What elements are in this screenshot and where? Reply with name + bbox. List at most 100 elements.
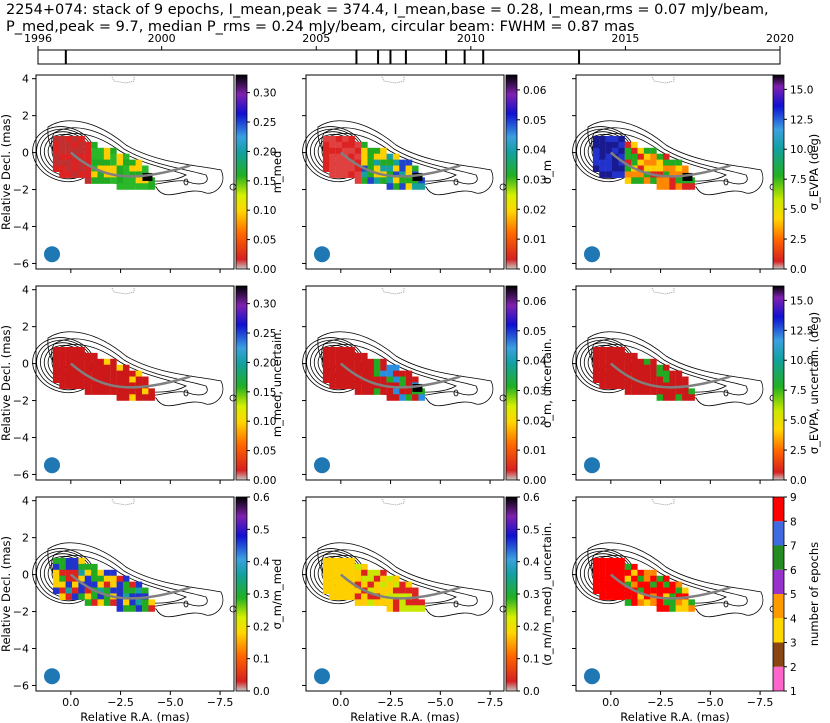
pixel-cell: [599, 147, 606, 155]
pixel-cell: [322, 575, 330, 583]
pixel-cell: [91, 364, 98, 372]
pixel-cell: [605, 135, 613, 143]
title-line-2-text: P_med,peak = 9.7, median P_rms = 0.24 mJ…: [6, 19, 635, 35]
pixel-cell: [592, 575, 600, 583]
pixel-cell: [361, 141, 368, 149]
pixel-cell: [605, 370, 613, 378]
pixel-cell: [335, 364, 343, 372]
pixel-cell: [650, 376, 657, 384]
colorbar-tick-label: 0.20: [253, 146, 276, 158]
pixel-cell: [129, 376, 136, 384]
pixel-cell: [354, 575, 362, 583]
pixel-cell: [329, 153, 336, 161]
panel-sigma_EVPA: [572, 74, 777, 273]
colorbar-frame: [235, 496, 248, 692]
y-tick-label: −4: [13, 432, 29, 445]
pixel-cell: [59, 593, 66, 600]
axes-frame: [305, 496, 505, 692]
pixel-cell: [348, 159, 355, 167]
pixel-cell: [342, 147, 349, 155]
pixel-cell: [592, 364, 600, 372]
pixel-cell: [354, 177, 362, 184]
y-tick-label: −6: [13, 468, 29, 481]
colorbar-tick-label: 0.05: [523, 326, 546, 338]
pixel-cell: [322, 159, 330, 167]
pixel-cell: [65, 147, 73, 155]
pixel-cell: [342, 557, 349, 565]
pixel-cell: [59, 376, 66, 384]
pixel-cell: [650, 370, 657, 378]
pixel-cell: [52, 352, 60, 360]
pixel-cell: [386, 376, 394, 384]
pixel-cell: [662, 394, 670, 401]
pixel-cell: [367, 376, 374, 384]
pixel-cell: [103, 376, 111, 384]
pixel-cell: [72, 563, 79, 571]
pixel-cell: [97, 388, 104, 395]
pixel-cell: [329, 563, 336, 571]
pixel-cell: [675, 370, 683, 378]
pixel-cell: [624, 563, 632, 571]
pixel-cell: [373, 159, 381, 167]
pixel-cell: [605, 593, 613, 600]
pixel-cell: [65, 165, 73, 173]
colorbar-tick-label: 0.15: [253, 176, 276, 188]
pixel-cell: [329, 376, 336, 384]
pixel-cell: [656, 364, 664, 372]
pixel-cell: [122, 159, 130, 167]
pixel-cell: [592, 153, 600, 161]
pixel-cell: [618, 370, 625, 378]
panel-sigma_m_over_m_med: 0.0 −2.5 −5.0 −7.5 4 2 0 −2 −4 −6 Relative Decl. (…: [0, 495, 237, 723]
pixel-cell: [637, 177, 644, 184]
colorbar-gradient: [506, 286, 517, 480]
pixel-cell: [65, 171, 73, 178]
pixel-cell: [348, 364, 355, 372]
pixel-cell: [103, 569, 111, 577]
pixel-cell: [650, 569, 657, 577]
x-axis-label: Relative R.A. (mas): [350, 710, 459, 723]
pixel-cell: [361, 563, 368, 571]
pixel-cell: [612, 376, 619, 384]
pixel-cell: [78, 141, 85, 149]
pixel-cell: [392, 183, 400, 190]
colorbar-tick-label: 0.1: [523, 654, 540, 666]
pixel-cell: [618, 587, 625, 595]
pixel-cell: [592, 569, 600, 577]
pixel-cell: [335, 346, 343, 354]
pixel-cell: [84, 159, 92, 167]
pixel-cell: [599, 382, 606, 389]
pixel-cell: [72, 557, 79, 565]
colorbar-gradient: [236, 75, 247, 269]
pixel-cell: [65, 557, 73, 565]
colorbar-sigma_m: 0.00 0.01 0.02 0.03 0.04 0.05 0.06 σ_m: [505, 74, 554, 276]
pixel-cell: [354, 581, 362, 589]
pixel-cell: [65, 575, 73, 583]
pixel-cell: [110, 153, 117, 161]
pixel-cell: [380, 147, 387, 155]
pixel-cell: [329, 581, 336, 589]
pixel-cell: [367, 382, 374, 389]
pixel-cell: [342, 358, 349, 366]
colorbar-tick-label: 0.02: [523, 415, 546, 427]
pixel-cell: [329, 370, 336, 378]
pixel-cell: [354, 159, 362, 167]
pixel-cell: [335, 141, 343, 149]
pixel-cell: [373, 575, 381, 583]
pixel-cell: [110, 165, 117, 173]
pixel-cell: [605, 569, 613, 577]
pixel-cell: [605, 141, 613, 149]
pixel-cell: [84, 165, 92, 173]
pixel-cell: [84, 370, 92, 378]
pixel-cell: [405, 388, 413, 395]
pixel-cell: [392, 376, 400, 384]
pixel-cell: [65, 370, 73, 378]
pixel-cell: [624, 171, 632, 178]
pixel-cell: [110, 376, 117, 384]
pixel-cell: [65, 364, 73, 372]
pixel-cell: [122, 394, 130, 401]
colorbar-segment: [773, 642, 784, 667]
pixel-cell: [348, 557, 355, 565]
pixel-cell: [148, 605, 155, 612]
colorbar-gradient: [506, 75, 517, 269]
pixel-cell: [612, 165, 619, 173]
